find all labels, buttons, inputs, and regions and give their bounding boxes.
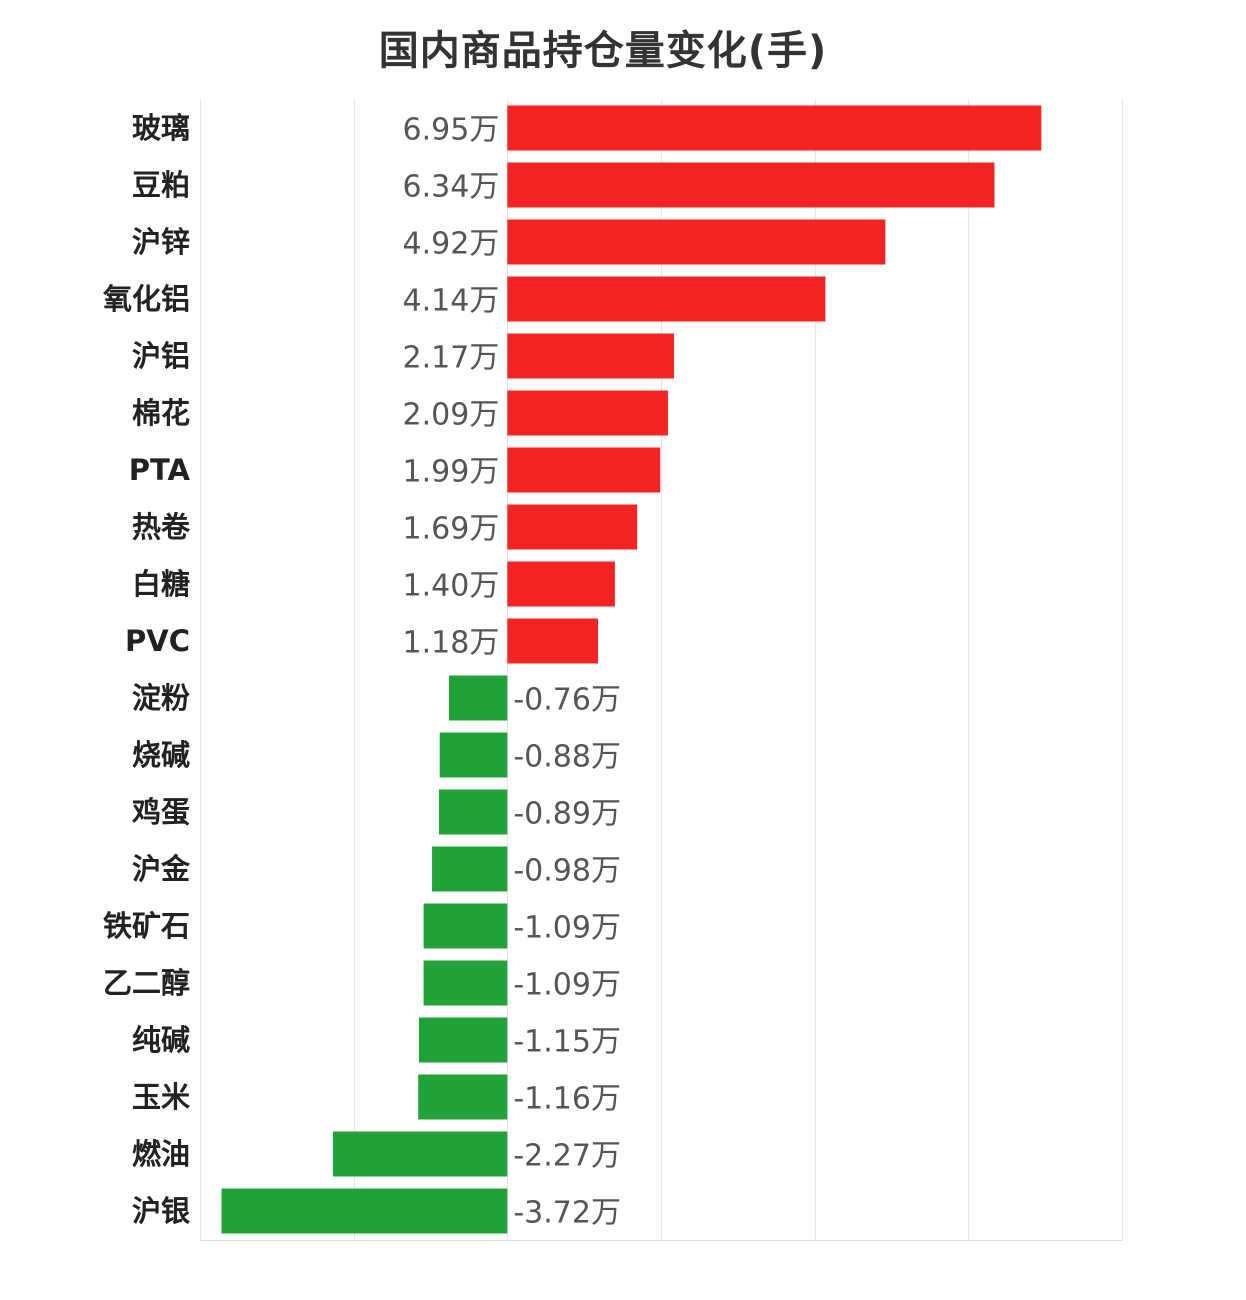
value-label: -3.72万 (513, 1196, 621, 1231)
bar (432, 846, 508, 892)
bar (423, 903, 508, 949)
value-label: -1.09万 (513, 968, 621, 1003)
category-label: 纯碱 (132, 1023, 190, 1057)
bar (507, 504, 638, 550)
value-label: -0.88万 (513, 740, 621, 775)
bar (507, 618, 598, 664)
category-label: 沪铝 (132, 339, 190, 373)
bar (439, 732, 508, 778)
category-label: 白糖 (132, 567, 190, 601)
value-label: -1.16万 (513, 1082, 621, 1117)
bar (418, 1017, 508, 1063)
category-label: PVC (125, 624, 190, 658)
category-label: 玉米 (132, 1080, 190, 1114)
category-label: 氧化铝 (102, 282, 190, 316)
value-label: 1.40万 (403, 569, 500, 604)
bar (507, 105, 1042, 151)
bar (507, 561, 615, 607)
chart-title: 国内商品持仓量变化(手) (378, 28, 828, 74)
bar-layer (221, 105, 1042, 1234)
category-label: 乙二醇 (103, 966, 190, 1000)
bar (423, 960, 508, 1006)
category-label: 热卷 (132, 510, 191, 544)
value-label: -2.27万 (513, 1139, 621, 1174)
category-label: 燃油 (132, 1137, 190, 1171)
category-label: 铁矿石 (103, 909, 190, 943)
category-label: PTA (129, 453, 191, 487)
category-label: 沪金 (132, 852, 191, 886)
value-label: 1.69万 (403, 512, 500, 547)
value-label: -1.15万 (513, 1025, 621, 1060)
bar (507, 447, 661, 493)
bar (332, 1131, 508, 1177)
bar (507, 219, 886, 265)
category-label: 棉花 (132, 396, 190, 430)
bar (221, 1188, 508, 1234)
category-label: 沪银 (132, 1194, 190, 1228)
value-label: 4.92万 (403, 227, 500, 262)
value-label: 2.17万 (403, 341, 500, 376)
value-label: -1.09万 (513, 911, 621, 946)
value-label: 6.34万 (403, 170, 500, 205)
value-label: -0.76万 (513, 683, 621, 718)
bar (507, 162, 995, 208)
value-label: 2.09万 (403, 398, 500, 433)
category-label: 玻璃 (132, 111, 190, 145)
category-label: 烧碱 (132, 738, 190, 772)
grid-layer (200, 100, 1123, 1241)
value-label: 6.95万 (403, 113, 500, 148)
bar (418, 1074, 508, 1120)
bar (507, 333, 675, 379)
category-label: 沪锌 (132, 225, 190, 259)
bar (507, 390, 668, 436)
bar (507, 276, 826, 322)
value-label: 4.14万 (403, 284, 500, 319)
value-label: -0.89万 (513, 797, 621, 832)
category-label: 豆粕 (132, 168, 190, 202)
value-label: -0.98万 (513, 854, 621, 889)
category-label: 淀粉 (132, 681, 190, 715)
value-label: 1.99万 (403, 455, 500, 490)
bar (448, 675, 508, 721)
value-label: 1.18万 (403, 626, 500, 661)
category-label: 鸡蛋 (132, 795, 190, 829)
bar (438, 789, 508, 835)
